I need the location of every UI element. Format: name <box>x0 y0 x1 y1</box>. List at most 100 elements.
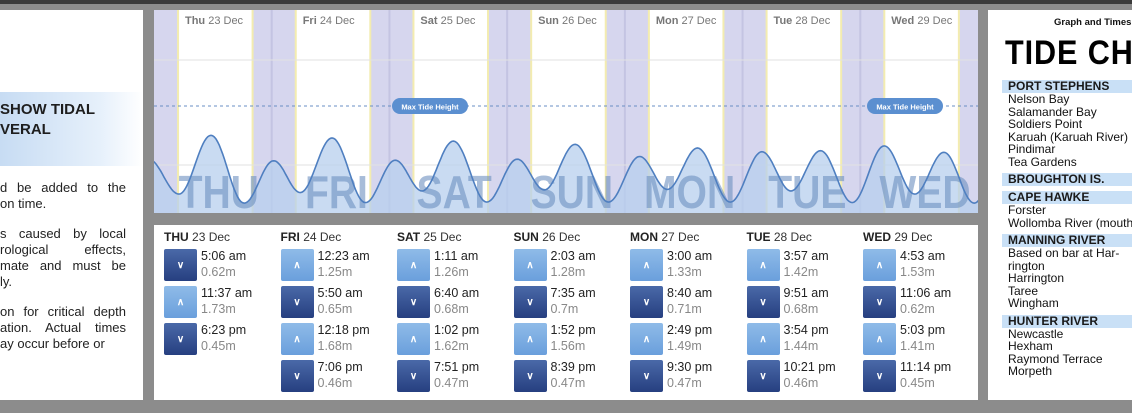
location-item[interactable]: Soldiers Point <box>1008 117 1083 131</box>
chevron-down-icon: ∨ <box>513 286 547 318</box>
chevron-down-icon: ∨ <box>397 360 430 392</box>
location-item[interactable]: Taree <box>1008 283 1039 298</box>
day-name: TUE <box>746 230 771 244</box>
tide-height: 0.62m <box>900 302 935 316</box>
tide-event-high: ∧ 4:53 am 1.53m <box>853 249 969 286</box>
location-section: MANNING RIVER Based on bar at Har-rington… <box>1002 234 1132 310</box>
location-item[interactable]: rington <box>1008 258 1045 273</box>
tide-height: 0.47m <box>550 376 586 390</box>
tide-time: 1:52 pm <box>550 323 596 337</box>
chevron-down-icon: ∨ <box>630 286 663 318</box>
locations-panel: Graph and Times TIDE CHARTS PORT STEPHEN… <box>988 10 1132 400</box>
chevron-down-icon: ∨ <box>746 286 780 318</box>
tide-time: 11:14 pm <box>900 360 952 374</box>
day-date: 27 Dec <box>661 230 700 244</box>
text-line: s caused by local <box>0 226 126 241</box>
location-item[interactable]: Harrington <box>1008 271 1065 285</box>
tide-height: 1.41m <box>900 339 935 353</box>
info-paragraph: d be added to the on time. <box>0 180 126 212</box>
heading-line: SHOW TIDAL <box>0 101 95 118</box>
tide-event-low: ∨ 8:39 pm 0.47m <box>504 360 620 397</box>
tide-height: 0.65m <box>317 302 353 316</box>
chevron-up-icon: ∧ <box>746 323 780 355</box>
location-item[interactable]: Wingham <box>1008 296 1059 310</box>
location-item[interactable]: Pindimar <box>1008 142 1056 156</box>
chevron-down-icon: ∨ <box>513 360 547 392</box>
tide-height: 1.49m <box>667 339 702 353</box>
chevron-down-icon: ∨ <box>397 286 430 318</box>
tide-event-low: ∨ 7:06 pm 0.46m <box>271 360 387 397</box>
tide-height: 1.53m <box>900 265 935 279</box>
graph-day-header: Sun 26 Dec <box>538 15 597 27</box>
tide-event-high: ∧ 12:18 pm 1.68m <box>271 323 387 360</box>
tide-time: 2:03 am <box>550 249 596 263</box>
chevron-up-icon: ∧ <box>746 249 780 281</box>
tide-time: 9:30 pm <box>667 360 713 374</box>
location-item[interactable]: Tea Gardens <box>1008 154 1077 169</box>
tide-time: 10:21 pm <box>783 360 836 374</box>
info-paragraph: on for critical depth ation. Actual time… <box>0 304 126 352</box>
day-header: SUN 26 Dec <box>504 229 620 249</box>
chevron-up-icon: ∧ <box>630 323 663 355</box>
section-header: MANNING RIVER <box>1002 234 1132 247</box>
day-date: 26 Dec <box>542 230 581 244</box>
tide-event-high: ∧ 2:03 am 1.28m <box>504 249 620 286</box>
location-item[interactable]: Based on bar at Har- <box>1008 246 1120 260</box>
location-item[interactable]: Raymond Terrace <box>1008 351 1103 366</box>
graph-day-name: Thu <box>185 15 205 27</box>
tide-time: 7:06 pm <box>317 360 363 374</box>
location-item[interactable]: Morpeth <box>1008 364 1053 378</box>
location-item[interactable]: Hexham <box>1008 339 1053 353</box>
tide-day-fri: FRI 24 Dec ∧ 12:23 am 1.25m ∨ 5:50 am 0.65m ∧ 12… <box>271 229 387 397</box>
location-item[interactable]: Karuah (Karuah River) <box>1008 129 1129 144</box>
text-line: mate and must be <box>0 258 126 273</box>
tide-time: 8:39 pm <box>550 360 596 374</box>
location-item[interactable]: Newcastle <box>1008 326 1064 341</box>
location-item[interactable]: Nelson Bay <box>1008 92 1070 106</box>
location-section: BROUGHTON IS. <box>1002 173 1132 186</box>
tide-event-low: ∨ 7:35 am 0.7m <box>504 286 620 323</box>
tide-height: 1.44m <box>783 339 819 353</box>
tide-height: 1.26m <box>434 265 469 279</box>
graph-day-date: 28 Dec <box>795 15 830 27</box>
tide-graph-svg: Thu 23 Dec Fri 24 Dec Sat 25 Dec Sun 26 Dec… <box>154 10 978 213</box>
tide-event-high: ∧ 1:11 am 1.26m <box>387 249 503 286</box>
day-header: FRI 24 Dec <box>271 229 387 249</box>
chevron-down-icon: ∨ <box>280 286 314 318</box>
max-tide-label: Max Tide Height <box>876 103 934 112</box>
day-date: 24 Dec <box>303 230 342 244</box>
text-line: d be added to the <box>0 180 126 195</box>
chevron-up-icon: ∧ <box>280 249 314 281</box>
big-day-label: TUE <box>768 167 846 213</box>
graph-day-date: 24 Dec <box>320 15 355 27</box>
tide-time: 9:51 am <box>783 286 829 300</box>
day-date: 25 Dec <box>423 230 462 244</box>
day-date: 28 Dec <box>773 230 812 244</box>
tide-event-low: ∨ 9:30 pm 0.47m <box>620 360 736 397</box>
chevron-up-icon: ∧ <box>863 323 896 355</box>
tide-time: 3:57 am <box>783 249 829 263</box>
tide-event-high: ∧ 1:02 pm 1.62m <box>387 323 503 360</box>
chevron-up-icon: ∧ <box>397 323 430 355</box>
chevron-up-icon: ∧ <box>397 249 430 281</box>
day-name: MON <box>630 230 658 244</box>
location-item[interactable]: Wollomba River (mouth) <box>1008 215 1132 230</box>
graph-day-name: Fri <box>303 15 317 27</box>
graph-day-date: 26 Dec <box>562 15 597 27</box>
heading-line: VERAL <box>0 121 51 138</box>
tide-height: 1.56m <box>550 339 586 353</box>
tide-times-panel: THU 23 Dec ∨ 5:06 am 0.62m ∧ 11:37 am 1.73m ∨ 6:… <box>154 225 978 400</box>
title: TIDE CHARTS <box>1005 34 1132 72</box>
location-item[interactable]: Salamander Bay <box>1008 104 1097 119</box>
location-section: HUNTER RIVER Newcastle Hexham Raymond Terra… <box>1002 314 1132 378</box>
graph-day-header: Tue 28 Dec <box>774 15 831 27</box>
tide-height: 1.33m <box>667 265 702 279</box>
tide-height: 1.73m <box>201 302 236 316</box>
location-item[interactable]: Forster <box>1008 203 1047 217</box>
tide-graph: Thu 23 Dec Fri 24 Dec Sat 25 Dec Sun 26 Dec… <box>154 10 978 213</box>
tide-time: 12:18 pm <box>317 323 370 337</box>
tide-day-wed: WED 29 Dec ∧ 4:53 am 1.53m ∨ 11:06 am 0.62m ∧ 5:… <box>853 229 969 397</box>
tide-time: 5:03 pm <box>900 323 946 337</box>
location-section: PORT STEPHENS Nelson Bay Salamander Bay Sol… <box>1002 80 1132 168</box>
text-line: on time. <box>0 196 47 211</box>
